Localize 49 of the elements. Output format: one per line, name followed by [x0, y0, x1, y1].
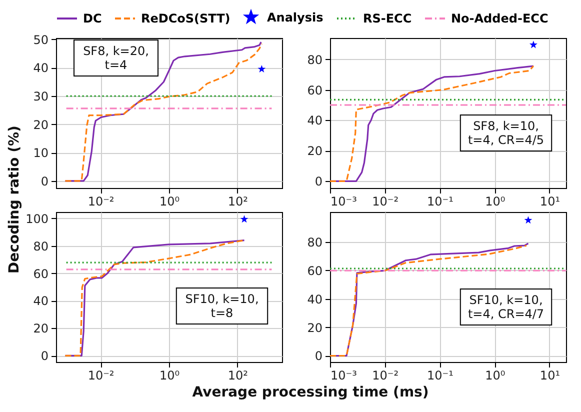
x-tick-label: 10⁻¹ — [427, 368, 454, 382]
x-tick-label: 10⁻² — [372, 194, 399, 208]
y-tick-label: 20 — [33, 322, 48, 336]
x-tick-label: 10² — [228, 194, 248, 208]
y-tick-label: 80 — [33, 239, 48, 254]
y-tick-label: 40 — [33, 61, 48, 76]
y-tick-label: 20 — [33, 118, 48, 132]
y-tick-label: 100 — [26, 212, 48, 226]
y-tick-label: 30 — [33, 90, 48, 104]
annotation: SF10, k=10, t=8 — [185, 292, 259, 320]
x-tick-label: 10⁻² — [88, 194, 114, 208]
annotation: SF10, k=10, t=4, CR=4/7 — [468, 293, 544, 321]
legend-label: No-Added-ECC — [451, 12, 548, 26]
y-axis-title: Decoding ratio (%) — [6, 126, 23, 274]
legend-label: DC — [83, 12, 102, 26]
y-tick-label: 80 — [307, 235, 322, 250]
y-tick-label: 0 — [314, 174, 322, 189]
x-axis-title: Average processing time (ms) — [192, 384, 429, 400]
legend-label: RS-ECC — [363, 12, 412, 26]
x-tick-label: 10² — [228, 368, 248, 382]
annotation: SF8, k=10, t=4, CR=4/5 — [468, 119, 544, 147]
x-tick-label: 10⁻² — [88, 368, 114, 382]
y-tick-label: 40 — [307, 292, 322, 306]
y-tick-label: 80 — [307, 52, 322, 67]
x-tick-label: 10¹ — [540, 194, 560, 208]
x-tick-label: 10⁰ — [159, 368, 180, 382]
annotation: SF8, k=20, t=4 — [83, 44, 149, 72]
y-tick-label: 60 — [307, 264, 322, 278]
x-tick-label: 10¹ — [540, 368, 560, 382]
y-tick-label: 0 — [314, 349, 322, 364]
y-tick-label: 60 — [33, 266, 48, 281]
x-tick-label: 10⁰ — [159, 194, 180, 208]
legend-label: Analysis — [267, 10, 324, 24]
y-tick-label: 40 — [33, 294, 48, 308]
x-tick-label: 10⁻² — [372, 368, 399, 382]
y-tick-label: 60 — [307, 83, 322, 98]
y-tick-label: 0 — [40, 349, 48, 364]
y-tick-label: 0 — [40, 174, 48, 188]
x-tick-label: 10⁻³ — [330, 194, 358, 208]
x-tick-label: 10⁰ — [485, 368, 506, 382]
y-tick-label: 20 — [307, 320, 322, 335]
x-tick-label: 10⁻¹ — [427, 194, 454, 208]
x-tick-label: 10⁰ — [485, 194, 506, 208]
x-tick-label: 10⁻³ — [330, 368, 358, 382]
y-tick-label: 20 — [307, 144, 322, 158]
y-tick-label: 50 — [33, 32, 48, 47]
y-tick-label: 40 — [307, 114, 322, 128]
legend-label: ReDCoS(STT) — [141, 12, 230, 26]
y-tick-label: 10 — [33, 146, 48, 160]
